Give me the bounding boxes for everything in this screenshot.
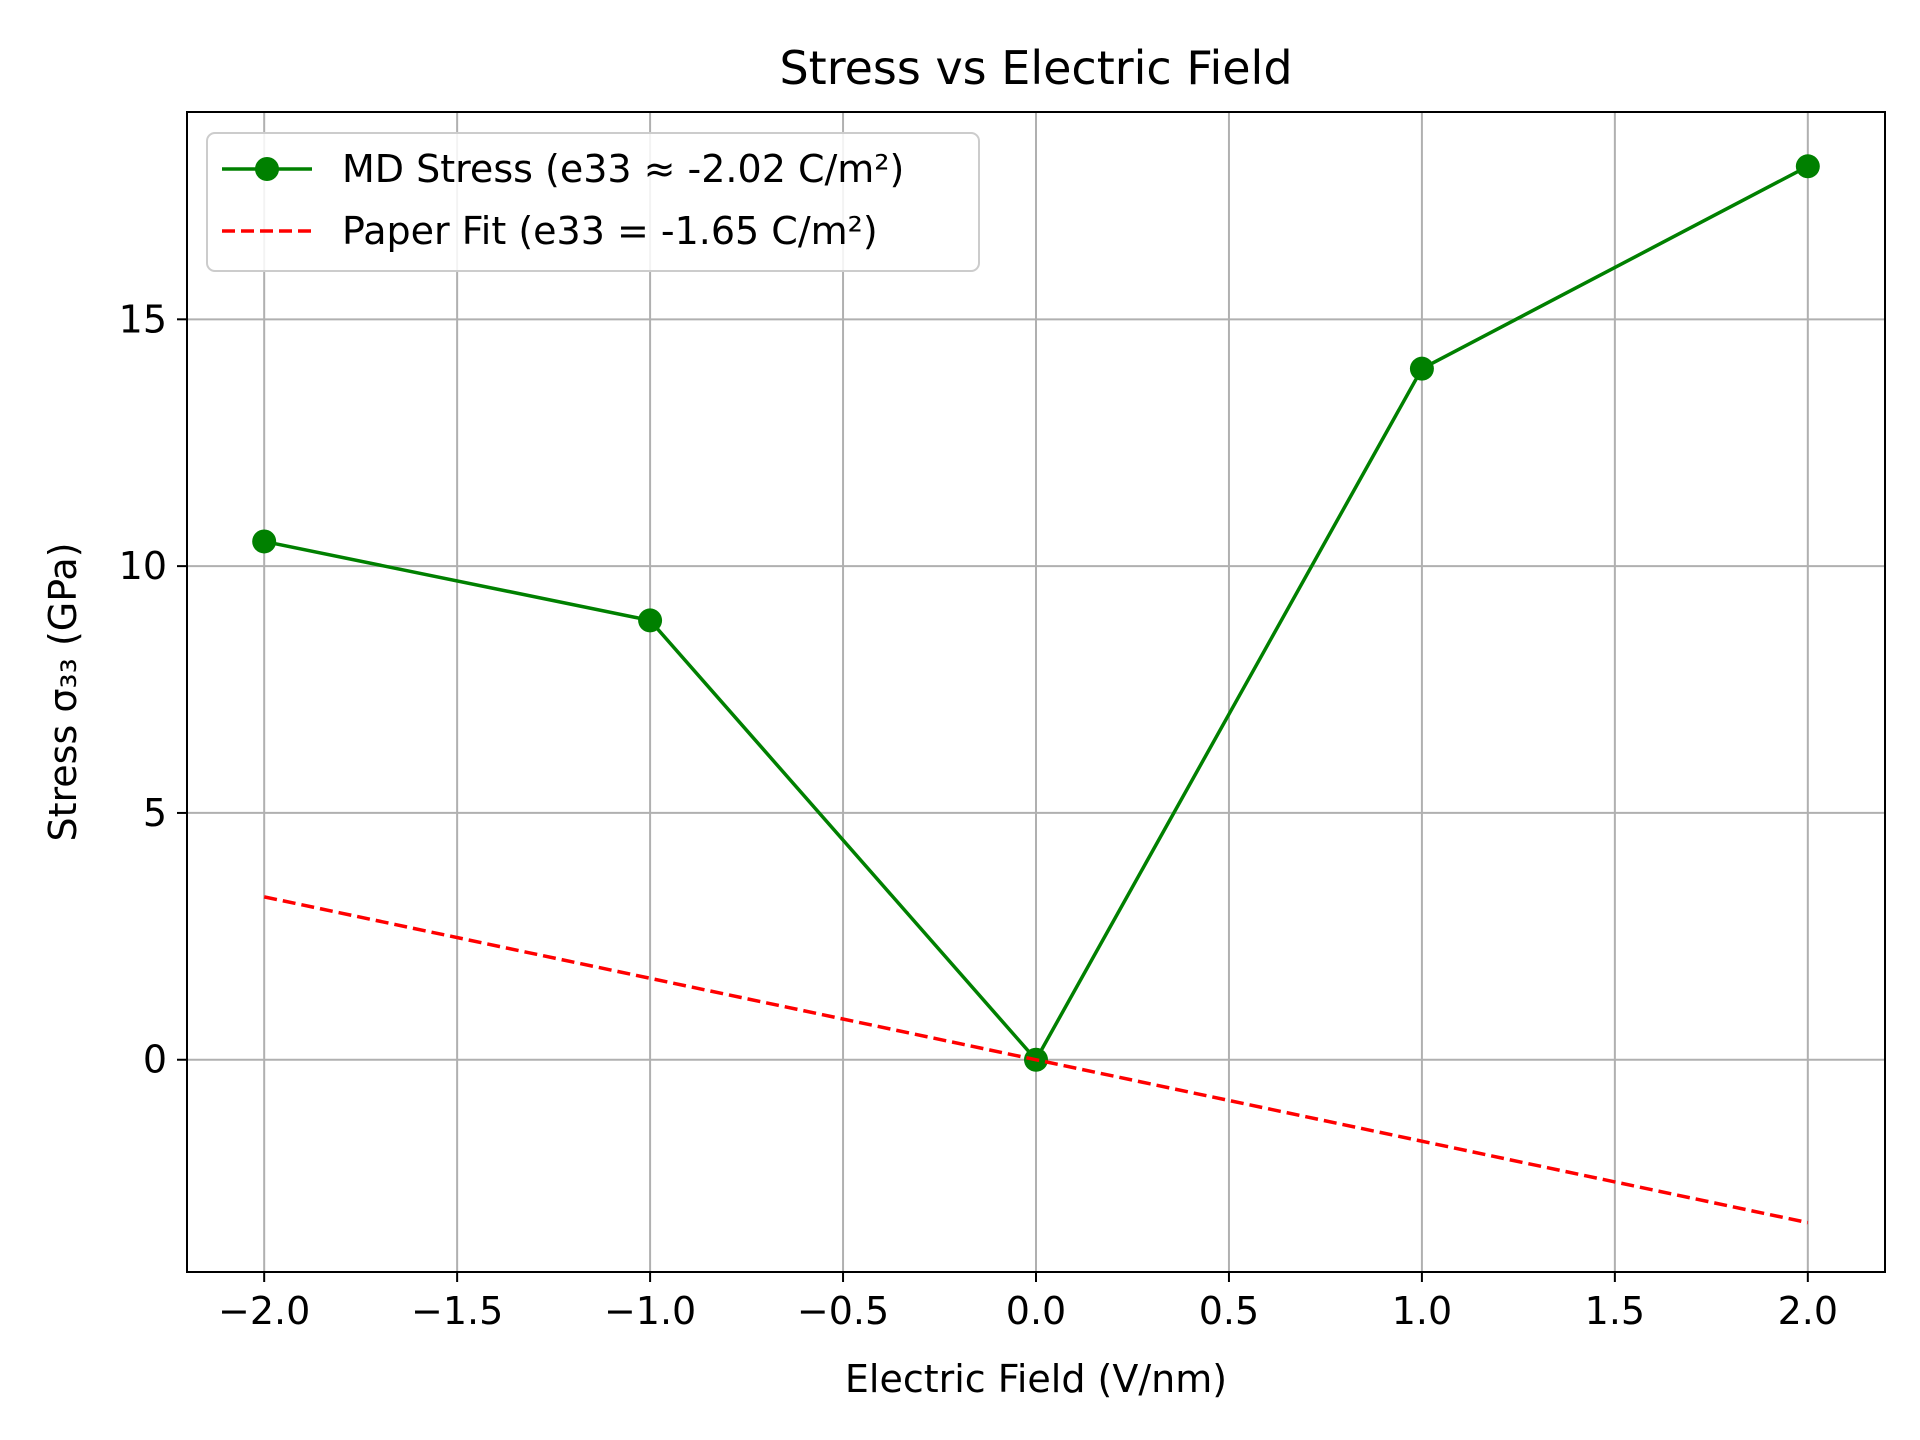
data-point-md-stress bbox=[1795, 154, 1820, 179]
x-tick-label: 2.0 bbox=[1778, 1289, 1838, 1333]
y-axis-label: Stress σ₃₃ (GPa) bbox=[41, 542, 85, 841]
series-line-paper-fit bbox=[263, 895, 1809, 1225]
y-tick-label: 15 bbox=[119, 297, 167, 341]
x-tick-label: 0.0 bbox=[1006, 1289, 1066, 1333]
chart-title: Stress vs Electric Field bbox=[779, 41, 1292, 95]
plot-series bbox=[252, 154, 1820, 1225]
x-tick-label: −2.0 bbox=[218, 1289, 310, 1333]
x-tick-label: −1.5 bbox=[411, 1289, 503, 1333]
x-tick-label: −1.0 bbox=[604, 1289, 696, 1333]
y-tick-label: 0 bbox=[143, 1038, 167, 1082]
x-tick-label: 1.0 bbox=[1392, 1289, 1452, 1333]
x-axis-label: Electric Field (V/nm) bbox=[845, 1357, 1227, 1401]
legend-label-md-stress: MD Stress (e33 ≈ -2.02 C/m²) bbox=[342, 147, 904, 191]
y-tick-label: 10 bbox=[119, 544, 167, 588]
legend: MD Stress (e33 ≈ -2.02 C/m²) Paper Fit (… bbox=[206, 132, 980, 272]
legend-box bbox=[206, 132, 980, 272]
legend-marker-md-stress bbox=[255, 157, 279, 181]
x-tick-label: 1.5 bbox=[1585, 1289, 1645, 1333]
x-tick-label: 0.5 bbox=[1199, 1289, 1259, 1333]
x-tick-label: −0.5 bbox=[797, 1289, 889, 1333]
data-point-md-stress bbox=[252, 529, 277, 554]
legend-label-paper-fit: Paper Fit (e33 = -1.65 C/m²) bbox=[342, 209, 878, 253]
axis-ticks: −2.0 −1.5 −1.0 −0.5 0.0 0.5 1.0 1.5 2.0 0 5 10 15 bbox=[119, 297, 1838, 1333]
data-point-md-stress bbox=[1409, 356, 1434, 381]
y-tick-label: 5 bbox=[143, 791, 167, 835]
data-point-md-stress bbox=[638, 608, 663, 633]
